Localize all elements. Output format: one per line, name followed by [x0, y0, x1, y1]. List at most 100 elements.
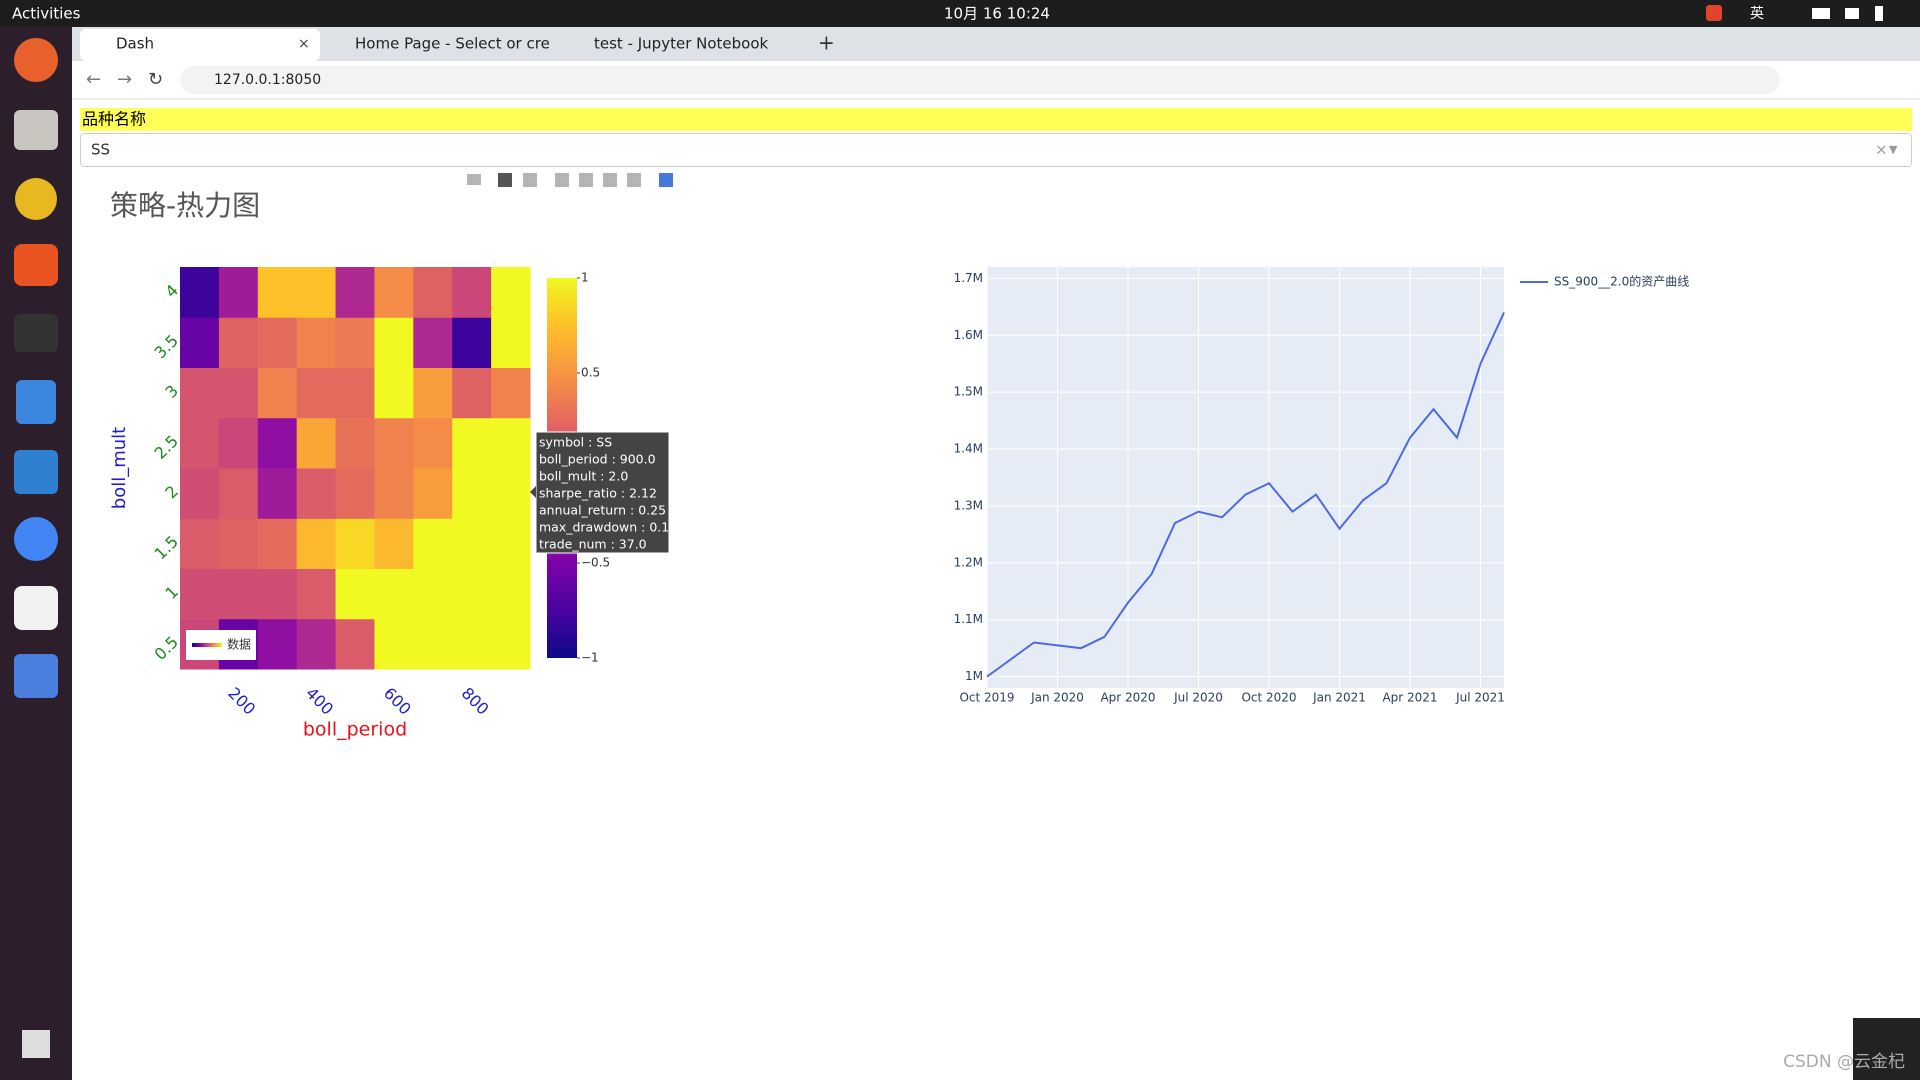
heatmap-cell: [452, 367, 492, 419]
vscode-icon[interactable]: [14, 450, 58, 494]
mode-camera[interactable]: [467, 174, 481, 185]
input-method[interactable]: 英: [1750, 5, 1764, 22]
x-tick-label: Apr 2021: [1382, 691, 1437, 705]
heatmap-cell: [491, 267, 531, 318]
heatmap-cell: [257, 468, 298, 519]
heatmap-cell: [491, 468, 531, 519]
heatmap-cell: [218, 317, 259, 368]
x-tick-label: Oct 2020: [1241, 691, 1296, 705]
tooltip-line: symbol : SS: [539, 435, 612, 450]
text-editor-icon[interactable]: [14, 586, 58, 630]
new-tab[interactable]: +: [818, 31, 835, 55]
colorbar-tick-label: 0.5: [581, 366, 600, 380]
heatmap-cell: [257, 267, 298, 318]
mode-zoom[interactable]: [498, 173, 512, 187]
notification-thumb: [1853, 1018, 1920, 1080]
heatmap-cell: [413, 568, 453, 620]
line-series: [986, 312, 1505, 678]
heatmap-cell: [374, 518, 414, 569]
wifi-icon[interactable]: [1812, 8, 1830, 19]
heatmap-cell: [374, 417, 414, 469]
tray-icon[interactable]: [1706, 5, 1722, 21]
firefox-icon[interactable]: [14, 38, 58, 82]
colorbar-tick-label: −0.5: [581, 556, 610, 570]
rhythmbox-icon[interactable]: [15, 178, 57, 220]
heatmap-cell: [218, 518, 259, 569]
volume-icon[interactable]: [1845, 8, 1859, 19]
heatmap-cell: [491, 367, 531, 419]
mode-autoscale[interactable]: [603, 173, 617, 187]
url[interactable]: 127.0.0.1:8050: [214, 72, 321, 88]
files-icon[interactable]: [14, 110, 58, 150]
mode-pan[interactable]: [523, 173, 537, 187]
heatmap-cell: [452, 518, 492, 569]
todo-icon[interactable]: [16, 380, 56, 424]
plot-bg: [987, 267, 1504, 688]
mode-zoom-in[interactable]: [555, 173, 569, 187]
mode-reset[interactable]: [627, 173, 641, 187]
clock[interactable]: 10月 16 10:24: [944, 5, 1050, 23]
heatmap-cell: [374, 317, 414, 368]
dropdown-arrow[interactable]: ▼: [1889, 143, 1898, 156]
heatmap-cell: [335, 518, 375, 569]
colorbar-tick-label: 1: [581, 271, 589, 285]
dropdown-label-bg: [80, 108, 1912, 131]
tab-title[interactable]: Dash: [116, 35, 154, 53]
battery-icon[interactable]: [1875, 6, 1883, 21]
reload-button[interactable]: ↻: [148, 69, 163, 90]
heatmap-cell: [491, 417, 531, 469]
tab-title[interactable]: test - Jupyter Notebook: [594, 35, 769, 53]
heatmap-cell: [218, 367, 259, 419]
heatmap-cell: [180, 468, 220, 519]
heatmap-cell: [335, 367, 375, 419]
heatmap-cell: [452, 568, 492, 620]
heatmap-cell: [296, 417, 337, 469]
forward-button[interactable]: →: [117, 69, 132, 90]
dropdown-label: 品种名称: [82, 110, 146, 129]
heatmap-cell: [180, 267, 220, 318]
y-axis-label: boll_mult: [109, 427, 130, 509]
heatmap-cell: [257, 317, 298, 368]
heatmap-cell: [257, 618, 298, 670]
terminal-icon[interactable]: [14, 314, 58, 352]
heatmap-cell: [296, 317, 337, 368]
screenshot-icon[interactable]: [14, 654, 58, 698]
tab-close[interactable]: ×: [298, 36, 310, 52]
x-tick-label: Jul 2021: [1455, 691, 1505, 705]
heatmap-cell: [335, 317, 375, 368]
dropdown[interactable]: [80, 133, 1912, 167]
heatmap-cell: [180, 417, 220, 469]
heatmap-cell: [335, 618, 375, 670]
heatmap-cell: [491, 618, 531, 670]
y-tick-label: 1.4M: [954, 442, 983, 456]
activities[interactable]: Activities: [12, 5, 81, 23]
heatmap-cell: [413, 518, 453, 569]
chart-title: 策略-热力图: [110, 189, 260, 222]
x-tick-label: Jan 2021: [1312, 691, 1366, 705]
heatmap-cell: [218, 568, 259, 620]
heatmap-cell: [452, 468, 492, 519]
tooltip-line: annual_return : 0.25: [539, 503, 666, 518]
tooltip-line: sharpe_ratio : 2.12: [539, 486, 657, 501]
mode-plotly[interactable]: [659, 173, 673, 187]
back-button[interactable]: ←: [86, 69, 101, 90]
software-icon[interactable]: [14, 244, 58, 286]
mode-zoom-out[interactable]: [579, 173, 593, 187]
chrome-icon[interactable]: [14, 517, 58, 561]
heatmap-cell: [257, 417, 298, 469]
apps-grid[interactable]: [22, 1030, 50, 1058]
tab-active[interactable]: [80, 29, 320, 61]
heatmap-cell: [374, 468, 414, 519]
dropdown-value[interactable]: SS: [91, 141, 110, 159]
tooltip-line: boll_mult : 2.0: [539, 469, 628, 484]
address-bar[interactable]: [180, 66, 1780, 94]
heatmap-cell: [374, 568, 414, 620]
heatmap-cell: [452, 317, 492, 368]
tooltip-line: boll_period : 900.0: [539, 452, 656, 467]
heatmap-cell: [218, 417, 259, 469]
dropdown-clear[interactable]: ×: [1875, 141, 1888, 159]
heatmap-cell: [452, 417, 492, 469]
heatmap-cell: [335, 417, 375, 469]
tab-title[interactable]: Home Page - Select or cre: [355, 35, 550, 53]
